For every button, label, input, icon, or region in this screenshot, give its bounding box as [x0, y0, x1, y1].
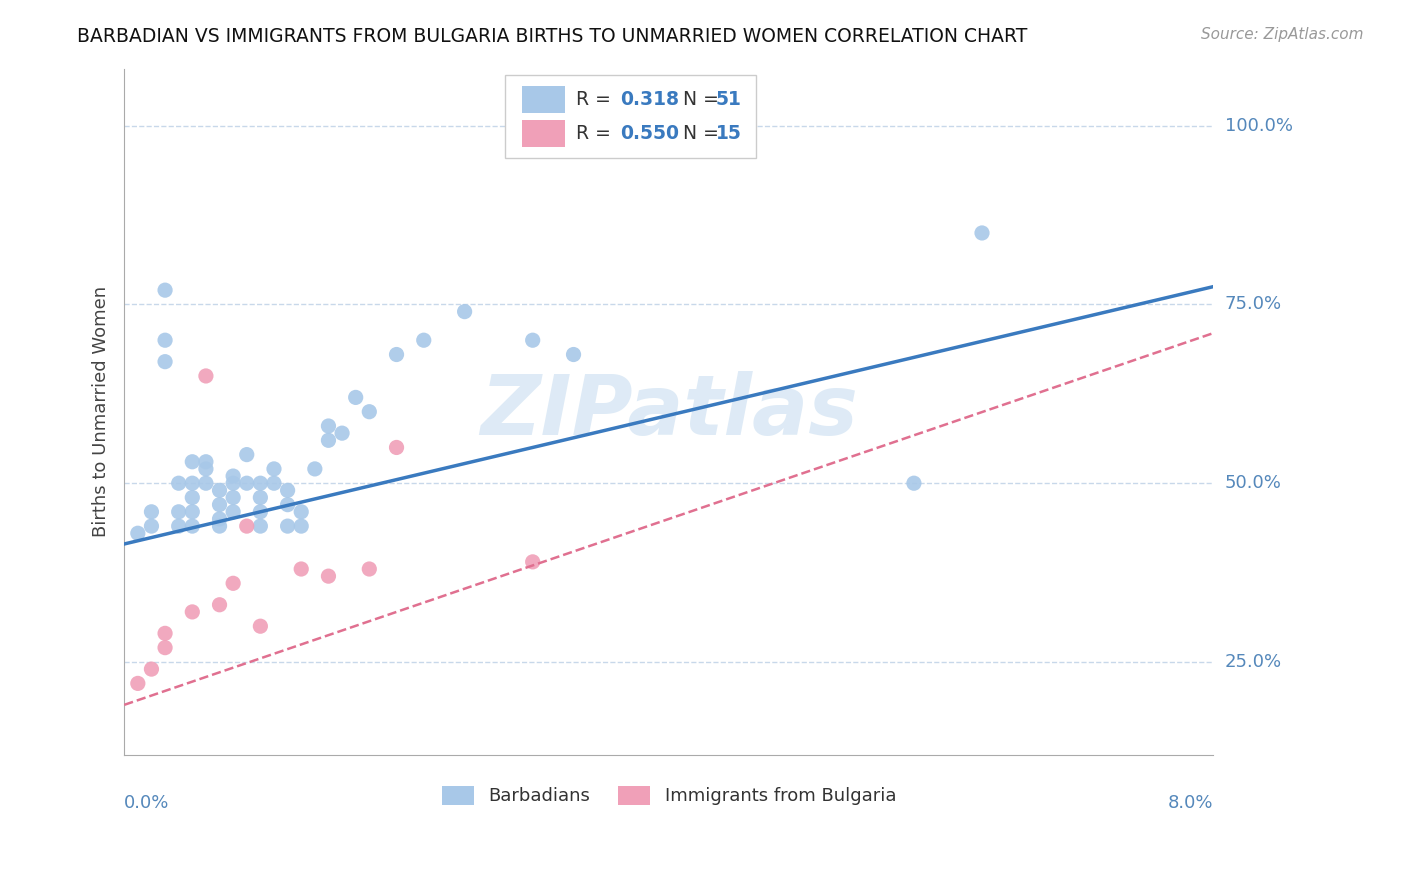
Point: [263, 462, 285, 476]
Point: [290, 562, 312, 576]
Point: [344, 391, 367, 405]
Text: 50.0%: 50.0%: [1225, 475, 1281, 492]
Text: 100.0%: 100.0%: [1225, 117, 1292, 135]
Point: [236, 448, 259, 462]
Point: [249, 491, 271, 505]
Point: [181, 505, 204, 519]
Point: [236, 519, 259, 533]
Point: [208, 512, 231, 526]
Point: [194, 462, 217, 476]
Point: [318, 419, 340, 434]
Point: [359, 405, 381, 419]
Point: [222, 491, 245, 505]
Point: [153, 283, 176, 297]
Point: [153, 354, 176, 368]
Point: [208, 498, 231, 512]
Point: [153, 626, 176, 640]
Y-axis label: Births to Unmarried Women: Births to Unmarried Women: [93, 286, 110, 537]
Point: [194, 455, 217, 469]
Point: [249, 519, 271, 533]
Text: 51: 51: [716, 90, 741, 109]
Point: [141, 505, 163, 519]
Point: [263, 476, 285, 491]
Point: [249, 505, 271, 519]
Point: [181, 455, 204, 469]
Point: [208, 598, 231, 612]
Point: [290, 505, 312, 519]
Point: [385, 441, 408, 455]
Point: [208, 483, 231, 498]
Point: [304, 462, 326, 476]
FancyBboxPatch shape: [522, 86, 565, 113]
Point: [277, 498, 299, 512]
Point: [222, 576, 245, 591]
Point: [127, 676, 149, 690]
Text: 25.0%: 25.0%: [1225, 653, 1282, 671]
Point: [194, 368, 217, 383]
Point: [522, 333, 544, 347]
Point: [330, 426, 353, 441]
Point: [222, 469, 245, 483]
Point: [153, 640, 176, 655]
Point: [181, 605, 204, 619]
FancyBboxPatch shape: [522, 120, 565, 147]
Point: [562, 347, 585, 361]
Point: [167, 476, 190, 491]
Text: 0.0%: 0.0%: [124, 794, 170, 812]
Text: 0.318: 0.318: [620, 90, 679, 109]
Point: [222, 476, 245, 491]
Text: Source: ZipAtlas.com: Source: ZipAtlas.com: [1201, 27, 1364, 42]
Point: [181, 491, 204, 505]
Point: [970, 226, 993, 240]
Point: [359, 562, 381, 576]
Point: [236, 476, 259, 491]
Point: [167, 519, 190, 533]
Point: [522, 555, 544, 569]
Point: [194, 476, 217, 491]
Point: [385, 347, 408, 361]
Point: [141, 662, 163, 676]
Text: 8.0%: 8.0%: [1168, 794, 1213, 812]
Point: [222, 505, 245, 519]
Point: [181, 519, 204, 533]
Point: [127, 526, 149, 541]
Point: [167, 505, 190, 519]
Text: BARBADIAN VS IMMIGRANTS FROM BULGARIA BIRTHS TO UNMARRIED WOMEN CORRELATION CHAR: BARBADIAN VS IMMIGRANTS FROM BULGARIA BI…: [77, 27, 1028, 45]
Point: [153, 333, 176, 347]
Text: R =: R =: [576, 124, 617, 144]
Point: [181, 476, 204, 491]
Text: N =: N =: [671, 124, 725, 144]
Text: R =: R =: [576, 90, 617, 109]
Point: [249, 619, 271, 633]
Text: 15: 15: [716, 124, 741, 144]
Point: [277, 519, 299, 533]
Point: [412, 333, 434, 347]
Legend: Barbadians, Immigrants from Bulgaria: Barbadians, Immigrants from Bulgaria: [433, 777, 905, 814]
Text: 0.550: 0.550: [620, 124, 679, 144]
Point: [141, 519, 163, 533]
Point: [903, 476, 925, 491]
Text: N =: N =: [671, 90, 725, 109]
Point: [453, 304, 475, 318]
Point: [208, 519, 231, 533]
Point: [318, 434, 340, 448]
Point: [318, 569, 340, 583]
Point: [290, 519, 312, 533]
Point: [277, 483, 299, 498]
Text: 75.0%: 75.0%: [1225, 295, 1282, 313]
FancyBboxPatch shape: [505, 76, 756, 158]
Point: [249, 476, 271, 491]
Text: ZIPatlas: ZIPatlas: [479, 371, 858, 452]
